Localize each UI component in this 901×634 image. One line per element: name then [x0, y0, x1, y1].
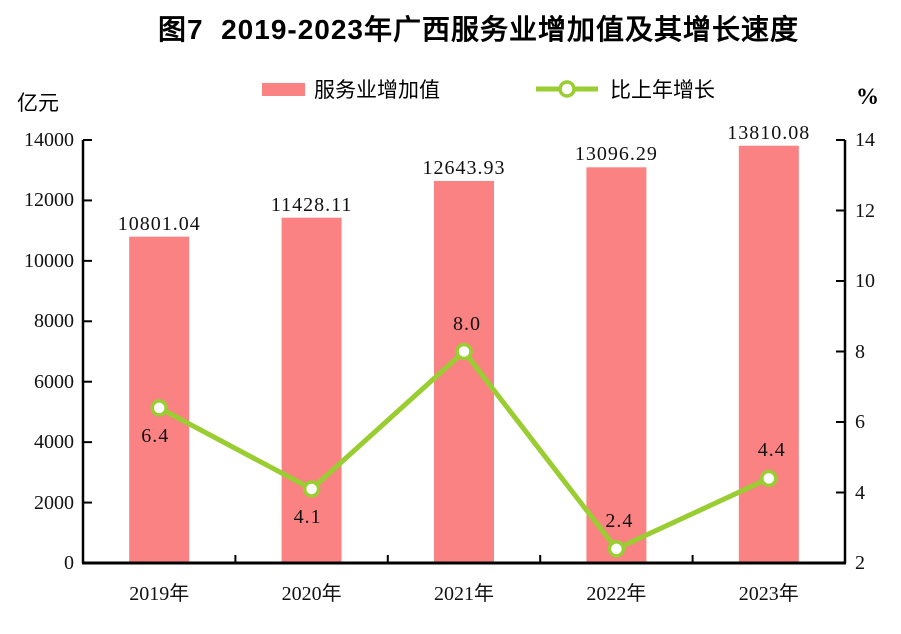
line-value-label: 2.4	[605, 509, 634, 532]
bar-series-swatch-icon	[262, 82, 305, 96]
bar-2022年	[586, 167, 647, 564]
line-marker-2019年	[150, 399, 168, 417]
y-right-tick-label: 8	[855, 340, 865, 363]
y-left-tick-label: 10000	[24, 249, 74, 272]
y-right-tick-label: 10	[855, 270, 875, 292]
left-axis-unit-label: 亿元	[17, 92, 59, 115]
y-right-tick-label: 2	[855, 552, 865, 574]
bar-2020年	[281, 217, 342, 563]
line-series-swatch-icon	[536, 80, 598, 98]
legend-item-line-series: 比上年增长	[533, 76, 715, 102]
chart-title: 图7 2019-2023年广西服务业增加值及其增长速度	[157, 14, 800, 45]
line-marker-2022年	[607, 540, 626, 558]
bar-value-label: 13810.08	[727, 121, 811, 144]
bar-value-label: 13096.29	[574, 143, 658, 166]
line-marker-2023年	[760, 469, 778, 488]
y-right-tick-label: 6	[855, 411, 865, 433]
line-value-label: 8.0	[453, 312, 481, 335]
bar-value-label: 10801.04	[117, 212, 201, 235]
x-axis-label-2022年: 2022年	[586, 583, 647, 605]
y-right-tick-label: 4	[855, 481, 865, 504]
y-right-tick-label: 14	[855, 129, 875, 151]
bar-value-label: 11428.11	[270, 193, 353, 216]
y-left-tick-label: 12000	[24, 189, 74, 212]
bar-2023年	[738, 145, 799, 564]
x-axis-label-2023年: 2023年	[738, 583, 799, 605]
x-axis-label-2020年: 2020年	[281, 583, 342, 605]
y-right-tick-label: 12	[855, 199, 875, 222]
x-axis-label-2021年: 2021年	[434, 583, 494, 605]
line-marker-2020年	[302, 480, 321, 498]
legend-item-bar-series: 服务业增加值	[262, 76, 440, 102]
line-value-label: 4.1	[293, 505, 322, 528]
y-left-tick-label: 14000	[24, 129, 74, 151]
y-left-tick-label: 6000	[34, 370, 74, 393]
y-left-tick-label: 2000	[34, 491, 74, 514]
x-axis-label-2019年: 2019年	[129, 583, 190, 605]
y-left-tick-label: 4000	[34, 431, 74, 454]
y-left-tick-label: 8000	[34, 310, 74, 333]
legend-label-line-series: 比上年增长	[610, 79, 715, 102]
bar-value-label: 12643.93	[422, 156, 506, 179]
line-value-label: 4.4	[757, 439, 786, 462]
line-value-label: 6.4	[141, 424, 170, 447]
y-left-tick-label: 0	[64, 552, 74, 574]
right-axis-unit-label: %	[856, 84, 879, 109]
legend-label-bar-series: 服务业增加值	[314, 79, 440, 102]
line-marker-2021年	[455, 342, 473, 361]
